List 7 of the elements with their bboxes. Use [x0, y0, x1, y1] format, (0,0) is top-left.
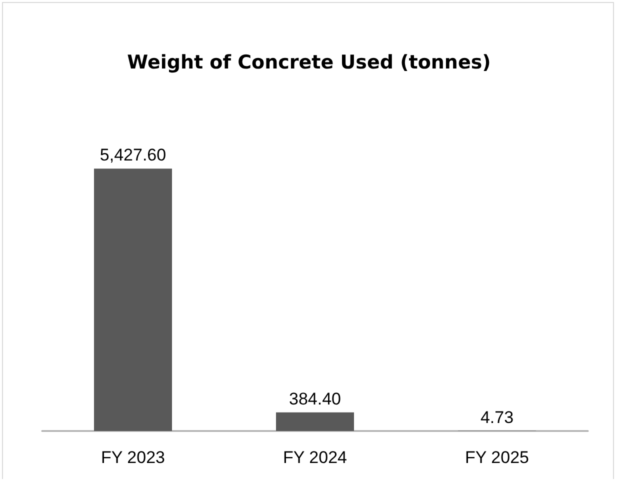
data-label: 4.73	[480, 408, 514, 427]
x-tick-label: FY 2025	[465, 448, 529, 467]
x-tick-label: FY 2023	[101, 448, 165, 467]
data-label: 5,427.60	[100, 146, 166, 165]
data-label: 384.40	[289, 389, 341, 408]
x-tick-label: FY 2024	[283, 448, 347, 467]
chart-title: Weight of Concrete Used (tonnes)	[127, 52, 491, 74]
